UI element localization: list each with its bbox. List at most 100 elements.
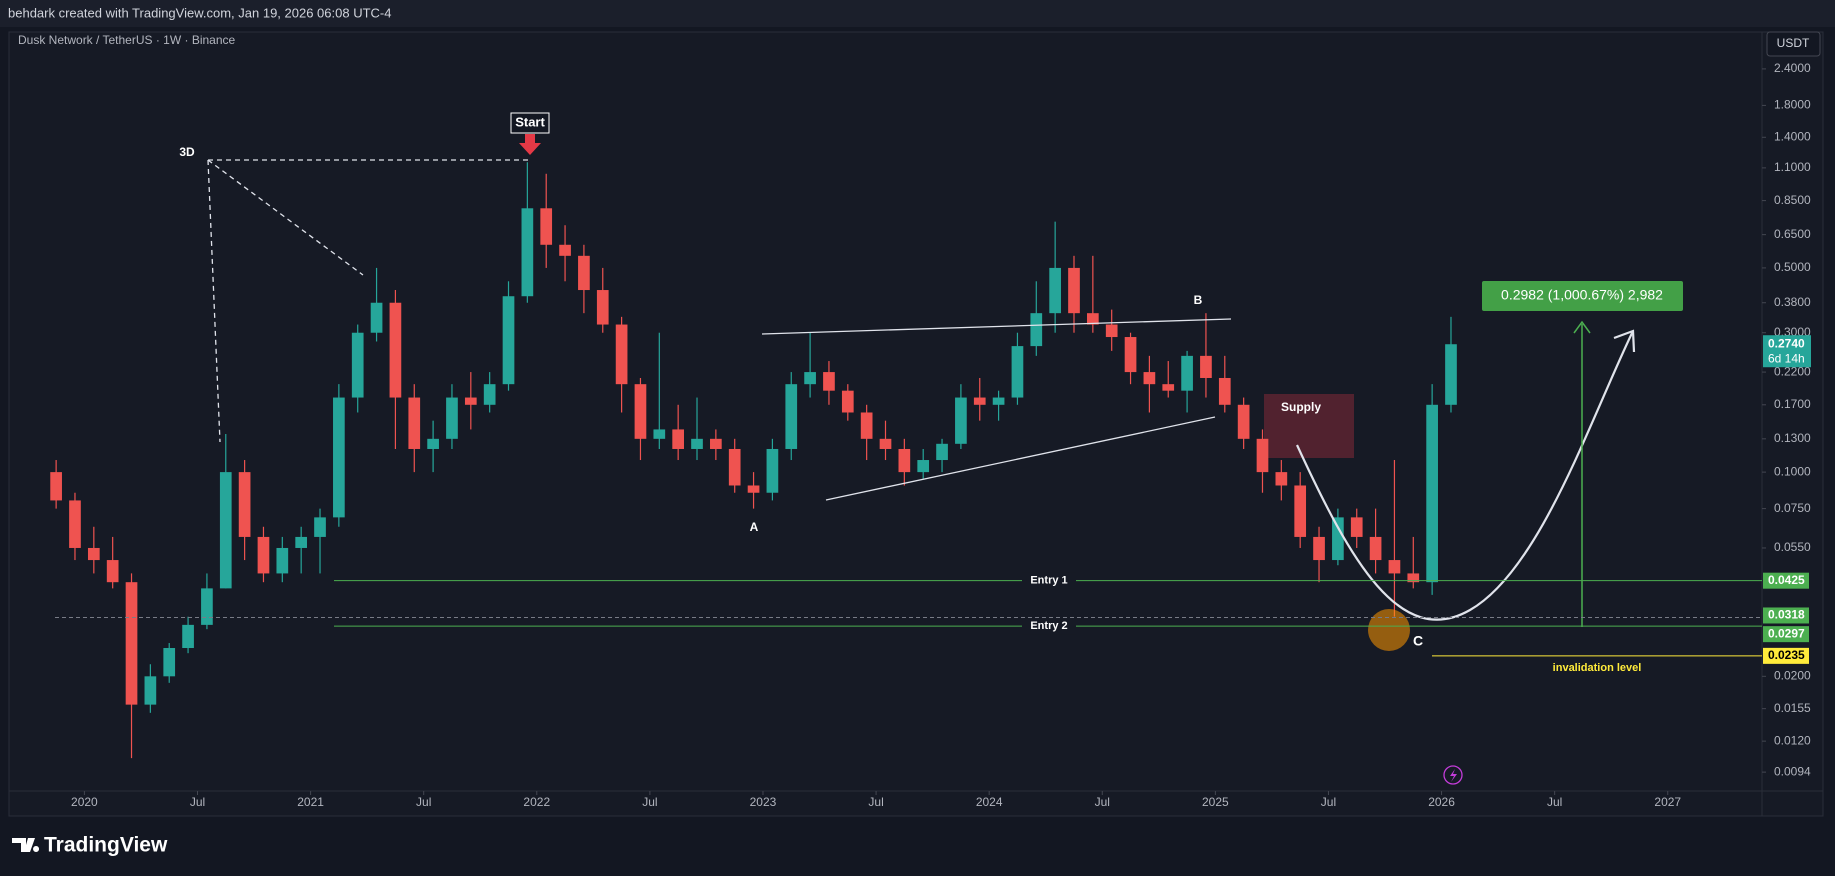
price-label: 0.0425 [1768,573,1805,587]
symbol-title: Dusk Network / TetherUS · 1W · Binance [18,33,236,47]
candle-body [596,290,609,325]
highlight-circle [1368,609,1410,651]
candle-body [389,302,402,398]
candle-body [1124,337,1137,373]
candle-body [427,438,439,449]
candle-body [483,384,496,405]
currency: USDT [1777,36,1810,50]
y-tick-label: 0.0550 [1774,540,1811,554]
candle-body [464,397,477,405]
y-tick-label: 0.1300 [1774,431,1811,445]
last-price-box [1763,335,1811,368]
candle-body [992,397,1005,405]
candle-body [578,255,590,291]
y-tick-label: 1.4000 [1774,129,1811,143]
candle-body [1105,324,1118,338]
y-tick-label: 0.6500 [1774,227,1811,241]
candle-body [710,438,722,449]
last-price-label: 0.2740 [1768,336,1805,350]
candle-body [1426,404,1438,583]
candle-body [653,429,666,439]
candle-body [955,397,967,444]
trend-line [825,416,1216,501]
candle-body [1162,384,1175,391]
measure-label: 0.2982 (1,000.67%) 2,982 [1501,287,1663,303]
x-tick-label: Jul [190,795,205,809]
candle-body [1237,404,1250,439]
chart-panel [8,31,1824,817]
candle-body [502,296,515,385]
price-label: 0.0318 [1768,608,1805,622]
candle-body [1011,346,1024,398]
y-tick-label: 0.0200 [1774,668,1811,682]
candle-body [87,547,100,561]
y-tick-label: 0.1000 [1774,464,1811,478]
candle-body [333,397,345,518]
price-label: 0.0235 [1768,648,1805,662]
x-tick-label: 2022 [523,795,550,809]
candle-body [408,397,421,449]
x-tick-label: 2026 [1428,795,1455,809]
candle-body [163,648,176,677]
candle-body [182,624,194,649]
candle-body [615,324,628,385]
price-label: 0.0297 [1768,626,1805,640]
x-tick-label: Jul [1095,795,1110,809]
price-label-box [1763,647,1809,664]
candle-body [351,332,364,398]
candle-body [276,547,289,574]
y-tick-label: 0.8500 [1774,193,1811,207]
candle-body [823,372,835,391]
candle-body [314,517,326,537]
candle-body [50,472,62,501]
candle-body [446,397,458,439]
price-label-box [1763,572,1809,589]
candle-body [1407,573,1420,583]
x-tick-label: Jul [416,795,431,809]
y-tick-label: 1.1000 [1774,160,1811,174]
candle-body [559,244,571,256]
price-label-box [1763,607,1809,624]
candle-body [973,397,986,405]
y-tick-label: 1.8000 [1774,98,1811,112]
candle-body [1332,517,1344,561]
y-tick-label: 0.3800 [1774,295,1811,309]
x-tick-label: Jul [868,795,883,809]
candle-body [879,438,892,449]
x-tick-label: 2024 [976,795,1003,809]
top-bar [0,0,1835,27]
x-tick-label: 2021 [297,795,324,809]
candle-body [1049,267,1061,314]
candle-body [201,588,213,625]
candle-body [1445,344,1457,405]
candle-body [747,485,760,493]
candle-body [634,384,647,439]
dashed-line [207,159,221,443]
curve-arrow [1296,330,1634,621]
currency-box [1766,31,1821,57]
plot [50,162,1457,759]
candle-body [238,472,251,537]
level-name-bg [1022,618,1076,635]
supply-zone [1264,394,1354,458]
brand-logo [12,838,40,852]
candle-body [219,472,232,589]
y-tick-label: 0.2200 [1774,364,1811,378]
candle-body [860,412,873,439]
level-name: Entry 2 [1030,620,1067,632]
candle-body [728,448,741,486]
candle-body [917,460,930,473]
drawings [207,159,1636,621]
candle-body [1369,536,1382,561]
candle-body [785,384,798,449]
x-tick-label: 2025 [1202,795,1229,809]
event-bolt [1450,769,1457,782]
start-arrow [519,134,541,155]
trend-line [761,318,1232,335]
measure-arrow [1573,320,1591,334]
candle-body [1068,267,1080,314]
candle-body [766,448,779,493]
label-b: B [1194,293,1203,307]
candle-body [1388,560,1401,574]
x-tick-label: Jul [1321,795,1336,809]
